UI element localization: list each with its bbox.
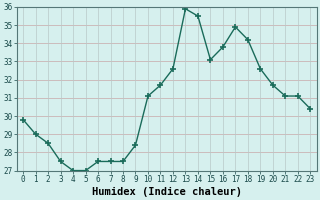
X-axis label: Humidex (Indice chaleur): Humidex (Indice chaleur) [92, 186, 242, 197]
